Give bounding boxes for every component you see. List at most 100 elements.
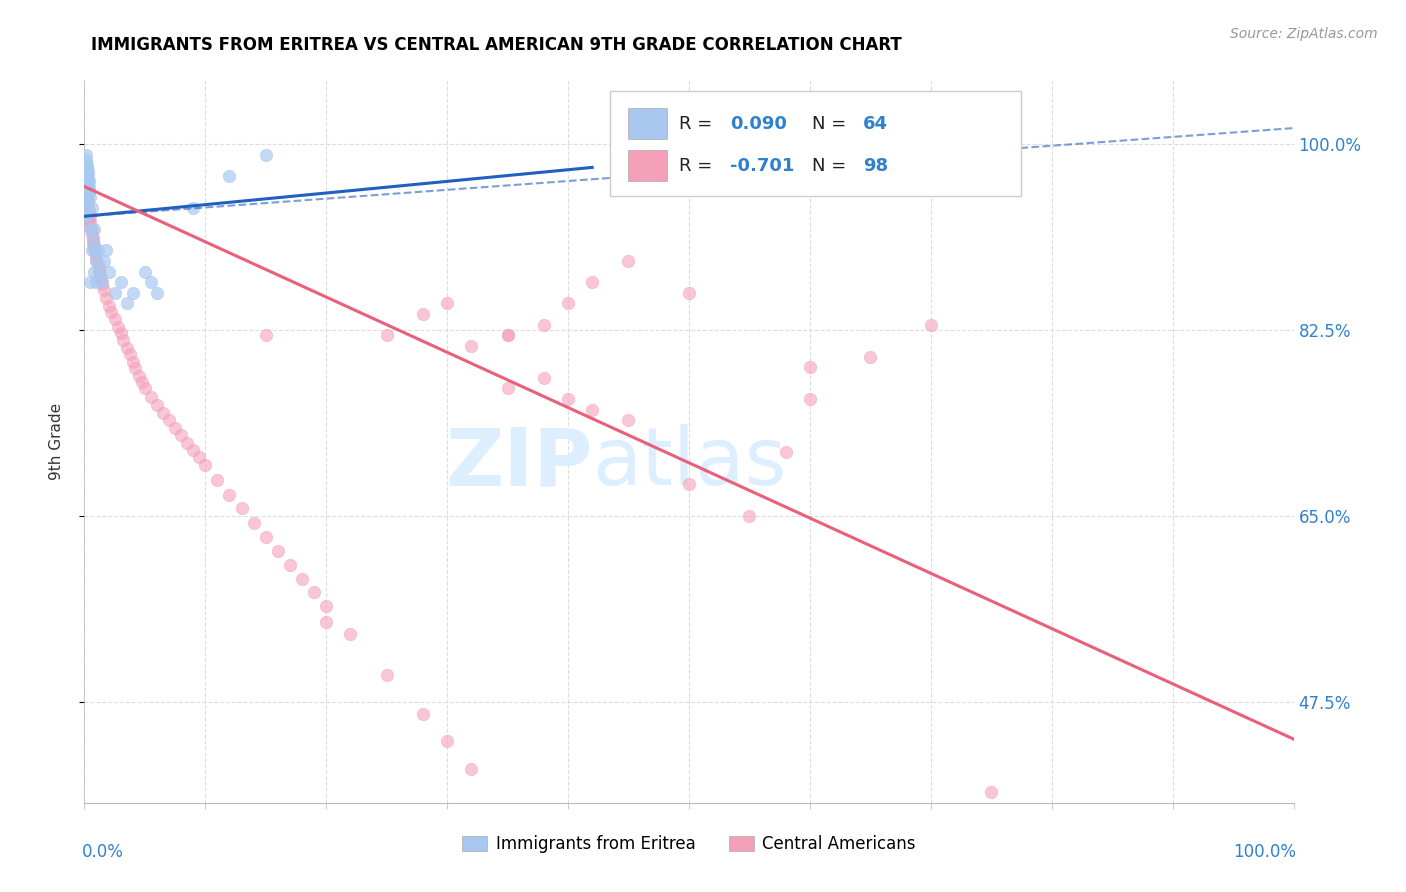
Y-axis label: 9th Grade: 9th Grade (49, 403, 63, 480)
Point (75, 163, 97, 178)
Point (93, 254, 115, 268)
Point (86, 256, 108, 270)
Point (77, 185, 100, 199)
Point (581, 402, 603, 417)
Point (80, 227, 103, 242)
Point (75, 169, 97, 183)
Text: 100.0%: 100.0% (1233, 843, 1296, 861)
Text: R =: R = (679, 115, 718, 133)
Point (460, 339, 482, 353)
Point (83, 222, 105, 236)
Point (799, 392, 821, 406)
Point (139, 275, 162, 289)
Point (76, 195, 98, 210)
Point (859, 350, 882, 364)
Point (218, 169, 240, 183)
Point (77, 208, 100, 222)
Point (82, 235, 104, 250)
Point (412, 307, 434, 321)
Point (76, 185, 98, 199)
Point (176, 435, 198, 450)
Point (76, 163, 98, 178)
Point (77, 213, 100, 227)
Point (75, 178, 97, 192)
Point (533, 371, 555, 385)
Point (77, 163, 100, 178)
Point (77, 202, 100, 217)
Point (107, 319, 129, 334)
FancyBboxPatch shape (610, 91, 1022, 196)
Text: Source: ZipAtlas.com: Source: ZipAtlas.com (1230, 27, 1378, 41)
Point (254, 530, 277, 544)
Point (82, 233, 104, 247)
Point (91, 277, 114, 292)
Point (134, 264, 156, 278)
Point (83, 264, 105, 278)
Point (139, 390, 162, 404)
Point (115, 341, 138, 355)
Point (77, 179, 100, 194)
Point (84, 244, 107, 258)
Point (165, 421, 187, 435)
Point (315, 599, 337, 614)
Point (90, 272, 112, 286)
Point (124, 361, 146, 376)
Point (80, 244, 103, 258)
Point (617, 254, 640, 268)
Point (75, 190, 97, 204)
Text: 0.090: 0.090 (730, 115, 787, 133)
Point (75, 147, 97, 161)
Text: N =: N = (813, 156, 852, 175)
Point (242, 516, 264, 531)
Point (128, 368, 150, 383)
Point (75, 185, 97, 199)
Point (436, 734, 458, 748)
Point (83, 238, 105, 252)
Point (76, 174, 98, 188)
Point (181, 201, 204, 215)
Point (181, 443, 204, 458)
Point (496, 328, 519, 343)
Point (94, 244, 117, 258)
Point (93, 283, 115, 297)
Point (75, 182, 97, 196)
Point (75, 195, 97, 210)
Point (79, 190, 101, 204)
Point (77, 174, 100, 188)
FancyBboxPatch shape (628, 151, 668, 181)
Point (77, 195, 100, 210)
Point (110, 326, 132, 341)
Point (76, 185, 98, 199)
Point (91, 275, 114, 289)
Point (80, 222, 103, 236)
Point (75, 201, 97, 215)
Point (77, 174, 100, 188)
Point (557, 296, 579, 310)
Text: 0.0%: 0.0% (82, 843, 124, 861)
Point (86, 254, 108, 268)
Point (87, 261, 110, 276)
Point (77, 169, 100, 183)
Point (75, 179, 97, 194)
Point (291, 572, 314, 586)
Point (375, 668, 398, 682)
Point (75, 171, 97, 186)
Point (75, 185, 97, 199)
Point (581, 275, 603, 289)
Point (75, 202, 97, 217)
Point (76, 190, 98, 204)
Point (86, 244, 108, 258)
Point (112, 333, 135, 347)
Point (75, 199, 97, 213)
Point (207, 473, 229, 487)
Point (146, 399, 169, 413)
Point (82, 230, 104, 244)
Point (121, 285, 143, 300)
Point (775, 445, 797, 459)
Text: IMMIGRANTS FROM ERITREA VS CENTRAL AMERICAN 9TH GRADE CORRELATION CHART: IMMIGRANTS FROM ERITREA VS CENTRAL AMERI… (91, 36, 903, 54)
Point (75, 195, 97, 210)
Point (315, 615, 337, 630)
Point (89, 267, 111, 281)
Point (76, 190, 98, 204)
Point (131, 375, 153, 389)
